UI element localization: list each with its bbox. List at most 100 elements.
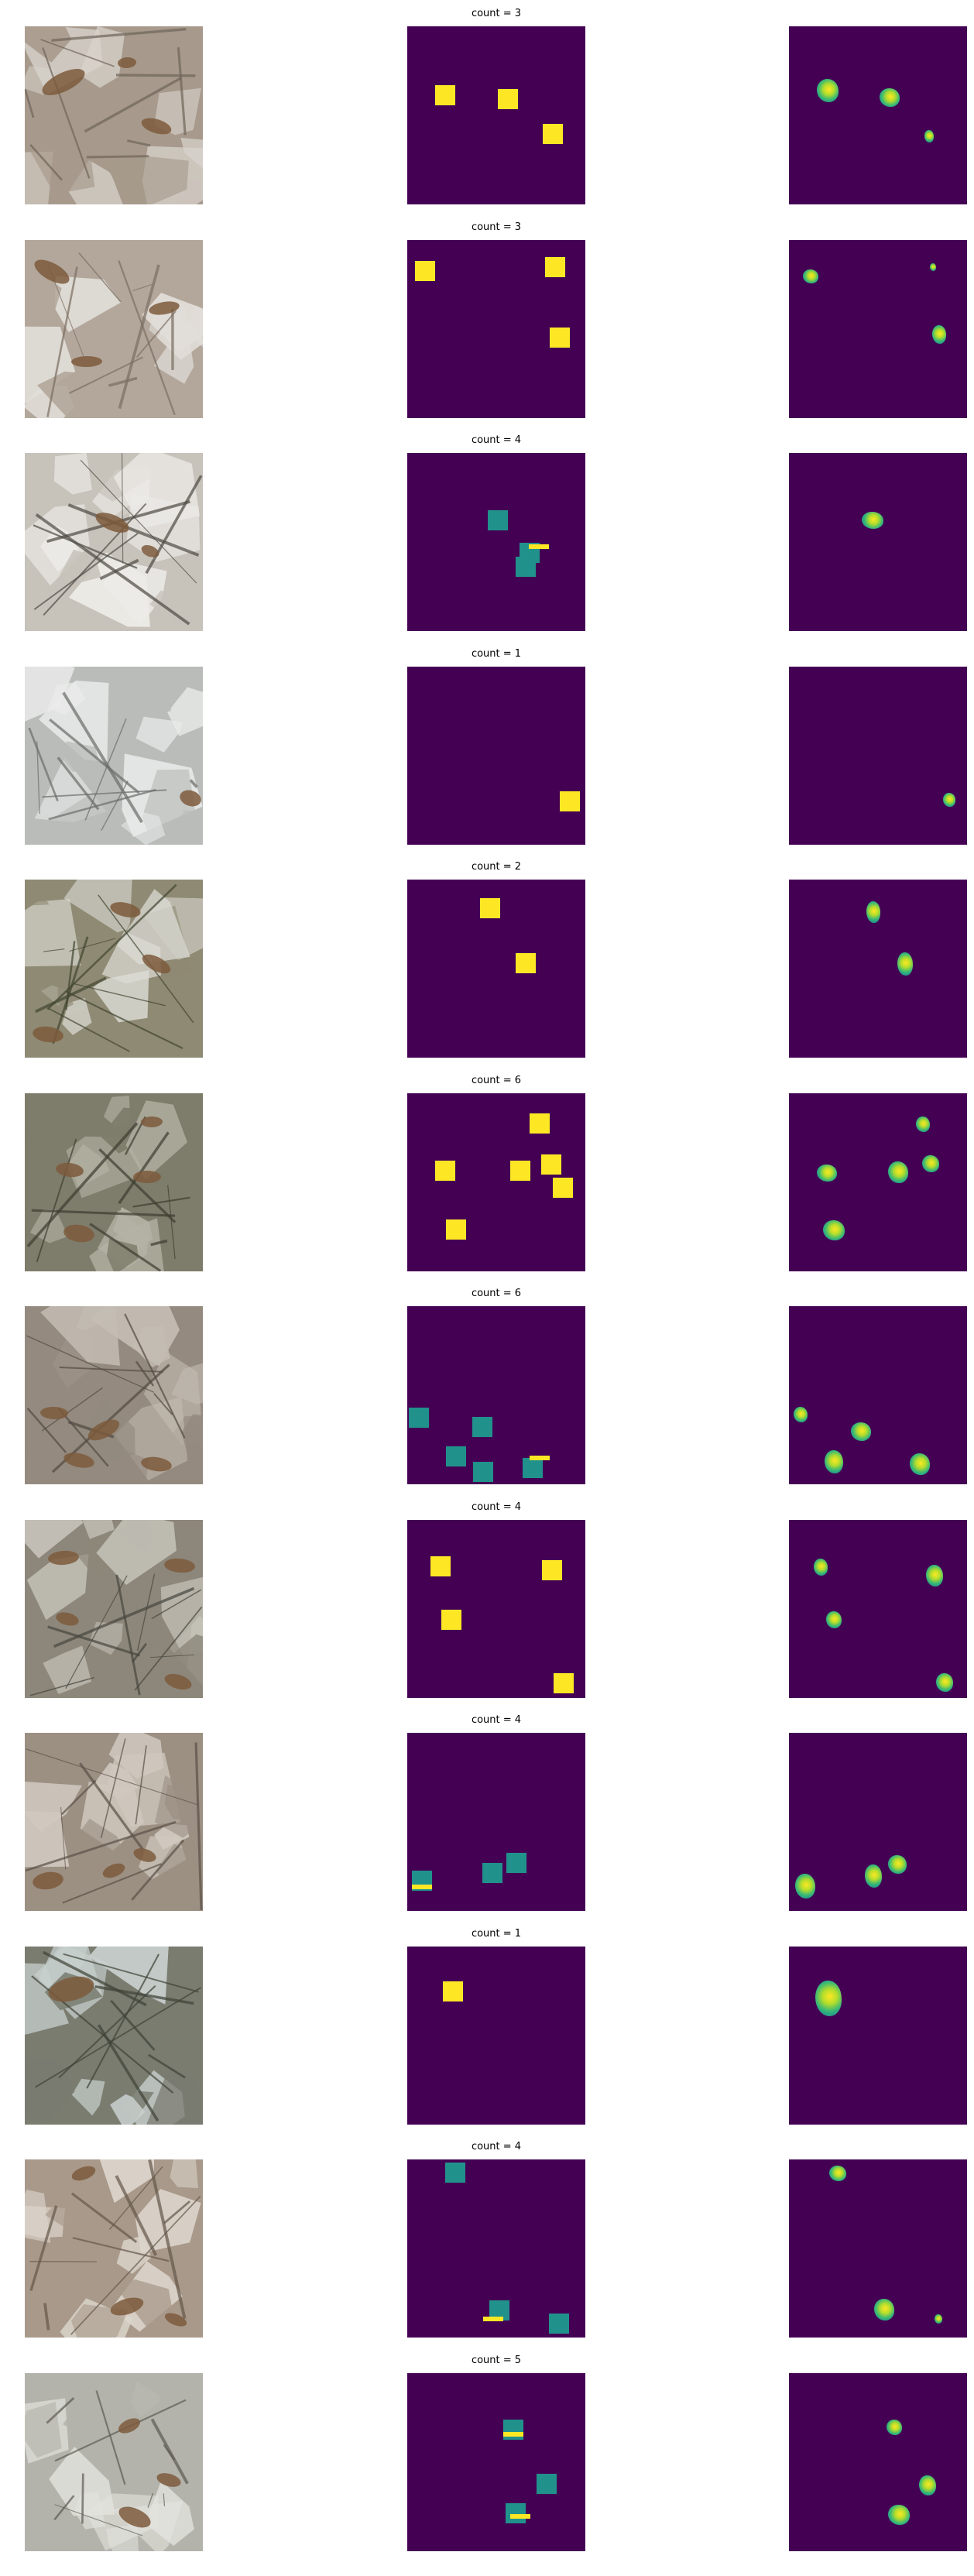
object-box <box>488 510 508 530</box>
count-mask-panel <box>407 26 585 204</box>
object-box <box>537 2474 557 2494</box>
object-box <box>503 2420 523 2440</box>
figure-row: count = 4 <box>0 1509 974 1723</box>
object-box <box>441 1610 461 1630</box>
count-title: count = 3 <box>407 8 585 19</box>
prediction-blob <box>829 2166 846 2181</box>
aerial-photo <box>25 1733 203 1911</box>
prediction-blob <box>932 325 946 344</box>
object-box <box>506 2503 526 2523</box>
count-mask-panel <box>407 453 585 631</box>
count-title: count = 5 <box>407 2355 585 2366</box>
prediction-blob <box>897 952 913 976</box>
count-title: count = 4 <box>407 1501 585 1513</box>
object-box <box>530 1456 550 1460</box>
object-box <box>482 1863 502 1883</box>
figure-row: count = 1 <box>0 656 974 870</box>
object-box <box>473 1462 493 1482</box>
prediction-blob <box>916 1116 930 1132</box>
object-box <box>543 124 563 144</box>
prediction-panel <box>789 1520 967 1698</box>
count-mask-panel <box>407 1947 585 2125</box>
aerial-photo <box>25 453 203 631</box>
prediction-blob <box>803 269 818 283</box>
prediction-blob <box>795 1874 815 1899</box>
object-box <box>530 1113 550 1134</box>
prediction-blob <box>943 793 955 807</box>
object-box <box>435 1161 455 1181</box>
prediction-panel <box>789 2373 967 2551</box>
prediction-blob <box>888 2505 910 2525</box>
count-title: count = 1 <box>407 1928 585 1940</box>
object-box <box>483 2317 503 2321</box>
aerial-photo <box>25 880 203 1058</box>
object-box <box>443 1981 463 2001</box>
object-box <box>553 1178 573 1198</box>
count-title: count = 4 <box>407 434 585 446</box>
prediction-blob <box>866 901 880 923</box>
object-box <box>560 791 580 811</box>
prediction-panel <box>789 453 967 631</box>
prediction-blob <box>817 1165 837 1182</box>
count-title: count = 1 <box>407 648 585 660</box>
object-box <box>523 1458 543 1478</box>
prediction-blob <box>888 1161 908 1183</box>
prediction-blob <box>910 1453 930 1475</box>
object-box <box>529 544 549 549</box>
aerial-photo <box>25 26 203 204</box>
figure-row: count = 1 <box>0 1936 974 2149</box>
aerial-photo <box>25 2373 203 2551</box>
count-title: count = 4 <box>407 2141 585 2152</box>
object-box <box>446 1219 466 1240</box>
prediction-panel <box>789 1733 967 1911</box>
prediction-blob <box>919 2475 936 2495</box>
count-title: count = 6 <box>407 1288 585 1299</box>
prediction-blob <box>825 1450 843 1473</box>
object-box <box>549 2314 569 2334</box>
prediction-blob <box>815 1981 842 2016</box>
prediction-blob <box>930 263 936 271</box>
figure-row: count = 4 <box>0 2149 974 2362</box>
object-box <box>550 328 570 348</box>
count-mask-panel <box>407 880 585 1058</box>
object-box <box>545 257 565 277</box>
prediction-panel <box>789 26 967 204</box>
object-box <box>516 557 536 577</box>
prediction-panel <box>789 880 967 1058</box>
figure-row: count = 5 <box>0 2362 974 2576</box>
object-box <box>554 1673 574 1693</box>
prediction-blob <box>880 88 900 107</box>
figure-row: count = 4 <box>0 1722 974 1936</box>
prediction-panel <box>789 1947 967 2125</box>
object-box <box>480 898 500 918</box>
object-box <box>415 261 435 281</box>
object-box <box>430 1556 451 1576</box>
figure-row: count = 3 <box>0 15 974 229</box>
prediction-blob <box>826 1611 842 1628</box>
object-box <box>542 1560 562 1580</box>
prediction-blob <box>823 1220 845 1240</box>
object-box <box>510 1161 530 1181</box>
figure-row: count = 3 <box>0 229 974 443</box>
aerial-photo <box>25 1093 203 1271</box>
object-box <box>516 953 536 973</box>
prediction-panel <box>789 1093 967 1271</box>
count-mask-panel <box>407 1306 585 1484</box>
count-title: count = 4 <box>407 1714 585 1726</box>
count-mask-panel <box>407 667 585 845</box>
aerial-photo <box>25 1306 203 1484</box>
prediction-blob <box>936 1673 953 1692</box>
figure-row: count = 6 <box>0 1082 974 1296</box>
prediction-panel <box>789 2159 967 2338</box>
count-mask-panel <box>407 2159 585 2338</box>
prediction-panel <box>789 240 967 418</box>
object-box <box>503 2432 523 2437</box>
object-box <box>541 1154 561 1175</box>
object-box <box>510 2514 530 2519</box>
object-box <box>498 89 518 109</box>
count-mask-panel <box>407 1733 585 1911</box>
object-box <box>506 1853 526 1873</box>
prediction-blob <box>922 1155 939 1172</box>
prediction-blob <box>924 130 934 142</box>
figure-row: count = 6 <box>0 1295 974 1509</box>
